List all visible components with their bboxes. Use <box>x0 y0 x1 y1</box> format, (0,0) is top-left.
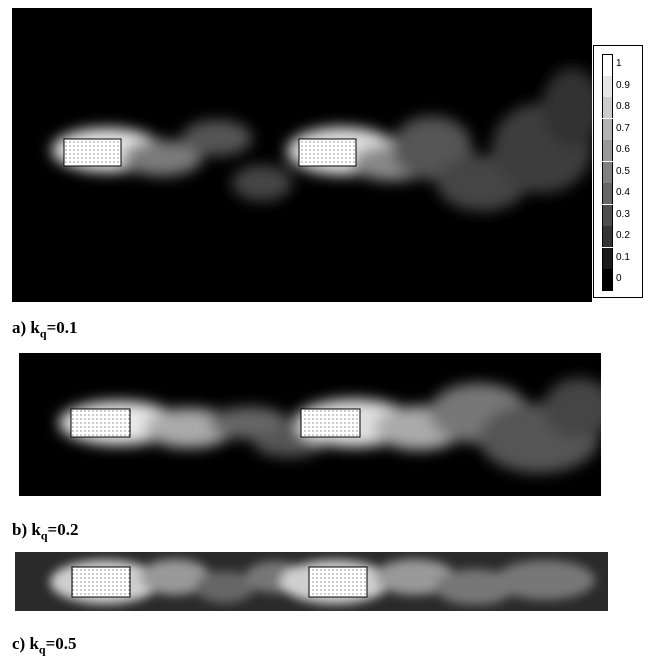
colorbar-swatch <box>602 226 613 247</box>
colorbar-swatch <box>602 247 613 269</box>
colorbar-swatch <box>602 97 613 118</box>
obstacle-2 <box>300 408 361 438</box>
colorbar-swatch <box>602 75 613 97</box>
colorbar-swatch <box>602 54 613 76</box>
caption-b: b) kq=0.2 <box>12 520 79 543</box>
colorbar-tick-label: 0.6 <box>616 144 630 155</box>
obstacle-2 <box>298 138 357 167</box>
colorbar: 1 0.9 0.8 0.7 0.6 0.5 0.4 0.3 0.2 0.1 0 <box>593 45 643 298</box>
panel-a-contour <box>12 8 592 302</box>
colorbar-swatch <box>602 161 613 183</box>
panel-c-contour <box>15 552 608 611</box>
colorbar-tick-label: 0.4 <box>616 187 630 198</box>
obstacle-1 <box>70 408 131 438</box>
colorbar-tick-label: 0.9 <box>616 79 630 91</box>
obstacle-1 <box>63 138 122 167</box>
colorbar-tick-label: 0.1 <box>616 251 630 263</box>
caption-c: c) kq=0.5 <box>12 634 77 657</box>
colorbar-tick-label: 0 <box>616 273 622 284</box>
colorbar-swatch <box>602 204 613 226</box>
obstacle-2 <box>308 566 368 598</box>
obstacle-1 <box>71 566 131 598</box>
colorbar-swatch <box>602 269 613 291</box>
colorbar-swatch <box>602 118 613 140</box>
colorbar-tick-label: 1 <box>616 58 622 69</box>
colorbar-tick-label: 0.7 <box>616 122 630 134</box>
colorbar-swatch <box>602 140 613 161</box>
colorbar-swatch <box>602 183 613 204</box>
caption-a: a) kq=0.1 <box>12 318 78 341</box>
colorbar-tick-label: 0.3 <box>616 208 630 220</box>
colorbar-tick-label: 0.8 <box>616 101 630 112</box>
panel-b-contour <box>19 353 601 496</box>
colorbar-tick-label: 0.2 <box>616 230 630 241</box>
colorbar-tick-label: 0.5 <box>616 165 630 177</box>
